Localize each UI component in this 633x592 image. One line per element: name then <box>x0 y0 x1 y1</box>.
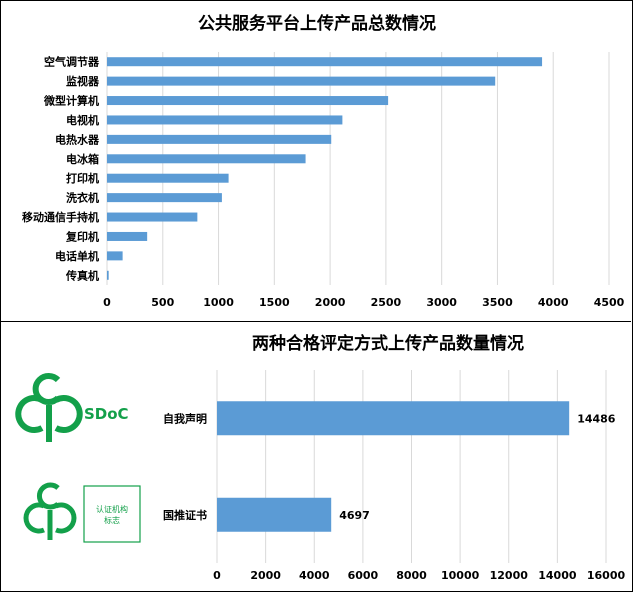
chart-product-totals: 公共服务平台上传产品总数情况 空气调节器监视器微型计算机电视机电热水器电冰箱打印… <box>22 13 625 309</box>
bar <box>107 154 306 164</box>
category-label: 电热水器 <box>55 132 100 146</box>
chart1-tick-labels: 0 500 1000 1500 2000 2500 3000 3500 4000 4500 <box>103 296 624 309</box>
tick-label: 4000 <box>299 569 330 582</box>
chart2-title: 两种合格评定方式上传产品数量情况 <box>252 333 524 354</box>
tick-label: 6000 <box>348 569 379 582</box>
tick-label: 3000 <box>426 296 457 309</box>
chart1-gridlines <box>106 52 610 285</box>
cert-body-logo-icon: 认证机构 标志 <box>23 482 141 543</box>
category-label: 复印机 <box>65 229 99 243</box>
chart1-title: 公共服务平台上传产品总数情况 <box>198 13 436 34</box>
tick-label: 2000 <box>250 569 281 582</box>
data-label: 14486 <box>577 412 616 425</box>
tick-label: 500 <box>151 296 174 309</box>
tick-label: 4500 <box>594 296 625 309</box>
category-label: 传真机 <box>65 268 99 282</box>
category-label: 监视器 <box>66 74 100 88</box>
bar <box>107 57 543 67</box>
tick-label: 8000 <box>396 569 427 582</box>
tick-label: 2500 <box>371 296 402 309</box>
tick-label: 1000 <box>203 296 234 309</box>
tick-label: 1500 <box>259 296 290 309</box>
chart2-tick-labels: 0 2000 4000 6000 8000 10000 12000 14000 16000 <box>213 569 625 582</box>
sdoc-logo-icon: SDoC <box>15 373 129 442</box>
tick-label: 16000 <box>587 569 626 582</box>
cert-logo-text-line2: 标志 <box>104 515 120 525</box>
tick-label: 0 <box>103 296 111 309</box>
tick-label: 10000 <box>441 569 480 582</box>
category-label: 国推证书 <box>163 508 207 522</box>
tick-label: 0 <box>213 569 221 582</box>
chart2-bars <box>217 401 570 532</box>
chart2-gridlines <box>216 370 607 563</box>
bar <box>217 497 332 532</box>
category-label: 电视机 <box>66 113 99 127</box>
tick-label: 14000 <box>538 569 577 582</box>
category-label: 电冰箱 <box>66 152 99 166</box>
chart2-data-labels: 14486 4697 <box>339 412 616 522</box>
bar <box>107 96 389 106</box>
chart1-category-labels: 空气调节器监视器微型计算机电视机电热水器电冰箱打印机洗衣机移动通信手持机复印机电… <box>22 55 100 283</box>
tick-label: 3500 <box>482 296 513 309</box>
category-label: 电话单机 <box>55 249 99 263</box>
section-divider <box>0 321 631 322</box>
bar <box>217 401 570 436</box>
chart1-bars <box>107 57 543 280</box>
bar <box>107 270 109 280</box>
bar <box>107 193 222 203</box>
bar <box>107 173 229 183</box>
category-label: 洗衣机 <box>66 191 99 205</box>
bar <box>107 134 332 144</box>
cert-logo-text-line1: 认证机构 <box>96 504 128 514</box>
category-label: 移动通信手持机 <box>22 210 99 224</box>
bar <box>107 212 198 222</box>
bar <box>107 251 123 261</box>
category-label: 空气调节器 <box>44 55 100 69</box>
tick-label: 12000 <box>490 569 529 582</box>
bar <box>107 76 496 86</box>
tick-label: 2000 <box>315 296 346 309</box>
category-label: 自我声明 <box>163 411 207 425</box>
data-label: 4697 <box>339 509 370 522</box>
sdoc-logo-text: SDoC <box>84 405 129 423</box>
bar <box>107 231 148 241</box>
tick-label: 4000 <box>538 296 569 309</box>
category-label: 打印机 <box>66 171 99 185</box>
bar <box>107 115 343 125</box>
category-label: 微型计算机 <box>43 94 99 108</box>
